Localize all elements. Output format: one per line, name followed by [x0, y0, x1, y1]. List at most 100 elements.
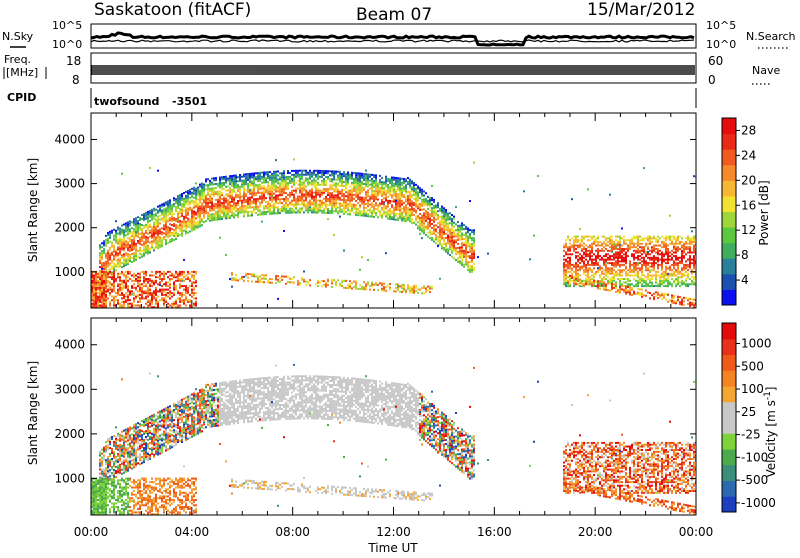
power-cell: [411, 196, 413, 198]
power-cell: [445, 215, 447, 217]
power-cell: [345, 205, 347, 207]
power-cell: [449, 254, 451, 256]
power-cell: [583, 236, 585, 238]
power-cell: [225, 178, 227, 180]
power-cell: [401, 196, 403, 198]
power-cell: [173, 231, 175, 233]
power-cell: [399, 184, 401, 186]
power-cell: [595, 273, 597, 275]
power-cell: [133, 232, 135, 234]
power-cell: [359, 179, 361, 181]
power-cell: [261, 186, 263, 188]
power-cell: [339, 205, 341, 207]
power-cell: [93, 275, 95, 277]
power-cell: [375, 180, 377, 182]
power-cell: [315, 206, 317, 208]
power-cell: [381, 185, 383, 187]
power-cell: [365, 170, 367, 172]
power-cell: [487, 253, 489, 255]
power-cell: [419, 233, 421, 235]
power-cell: [469, 261, 471, 263]
power-cell: [365, 181, 367, 183]
power-cell: [111, 273, 113, 275]
power-cell: [141, 244, 143, 246]
power-cell: [211, 190, 213, 192]
power-cell: [299, 204, 301, 206]
power-cell: [351, 174, 353, 176]
power-cell: [461, 254, 463, 256]
power-cell: [195, 280, 197, 282]
power-cell: [413, 198, 415, 200]
power-cell: [381, 187, 383, 189]
power-cell: [589, 239, 591, 241]
power-cell: [189, 299, 191, 301]
power-cell: [463, 250, 465, 252]
power-cell: [373, 176, 375, 178]
power-cell: [213, 205, 215, 207]
power-cell: [161, 299, 163, 301]
power-cell: [231, 213, 233, 215]
power-cell: [581, 236, 583, 238]
power-cell: [361, 185, 363, 187]
power-cell: [353, 186, 355, 188]
power-cell: [311, 202, 313, 204]
power-cell: [343, 189, 345, 191]
power-cell: [289, 278, 291, 280]
power-cell: [379, 189, 381, 191]
power-cell: [451, 226, 453, 228]
power-cell: [295, 190, 297, 192]
power-cell: [355, 208, 357, 210]
power-cell: [143, 290, 145, 292]
power-cell: [99, 248, 101, 250]
power-cell: [447, 250, 449, 252]
power-cell: [373, 186, 375, 188]
power-cell: [105, 265, 107, 267]
beam-title: Beam 07: [356, 5, 432, 25]
power-cell: [231, 272, 233, 274]
power-cell: [431, 223, 433, 225]
power-cell: [389, 287, 391, 289]
power-cell: [353, 182, 355, 184]
power-cell: [403, 284, 405, 286]
power-cell: [469, 269, 471, 271]
power-cell: [333, 177, 335, 179]
power-cell: [583, 273, 585, 275]
power-cell: [429, 231, 431, 233]
noise-sky-trace: [91, 33, 694, 45]
power-cell: [465, 252, 467, 254]
power-cell: [349, 190, 351, 192]
power-cell: [143, 227, 145, 229]
power-cell: [189, 207, 191, 209]
power-cell: [305, 178, 307, 180]
power-cell: [275, 275, 277, 277]
power-cell: [185, 296, 187, 298]
power-cell: [417, 199, 419, 201]
power-cell: [425, 234, 427, 236]
power-cell: [385, 211, 387, 213]
power-cell: [123, 285, 125, 287]
power-cell: [207, 214, 209, 216]
power-cell: [105, 269, 107, 271]
power-cell: [255, 178, 257, 180]
power-cell: [431, 239, 433, 241]
power-cell: [575, 245, 577, 247]
power-cell: [353, 188, 355, 190]
power-cell: [231, 199, 233, 201]
power-cell: [365, 207, 367, 209]
power-cell: [363, 187, 365, 189]
power-cell: [335, 206, 337, 208]
power-cell: [367, 174, 369, 176]
power-cell: [169, 223, 171, 225]
power-cell: [463, 266, 465, 268]
power-cell: [149, 226, 151, 228]
power-cell: [393, 290, 395, 292]
power-cell: [577, 284, 579, 286]
power-cell: [573, 236, 575, 238]
power-cell: [223, 214, 225, 216]
power-cell: [119, 273, 121, 275]
power-cell: [405, 218, 407, 220]
power-cell: [263, 205, 265, 207]
power-cell: [455, 235, 457, 237]
power-cell: [591, 243, 593, 245]
power-cell: [451, 250, 453, 252]
